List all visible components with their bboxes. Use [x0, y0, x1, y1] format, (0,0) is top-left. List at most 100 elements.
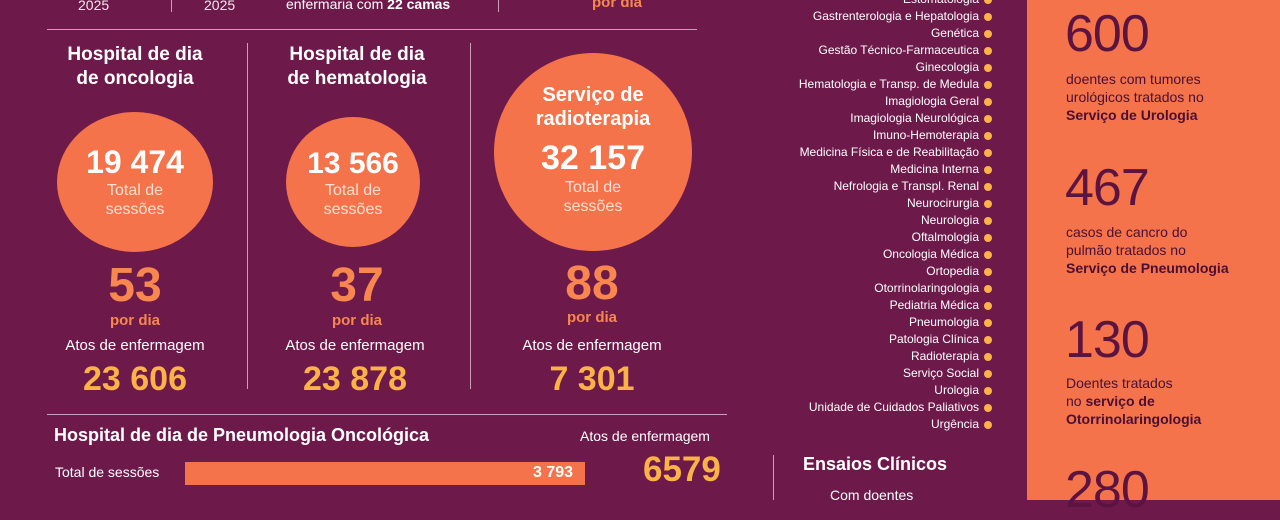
col2-atos-label: Atos de enfermagem	[285, 337, 425, 354]
service-item: Serviço Social	[799, 365, 992, 382]
pneumo-hline	[47, 414, 727, 415]
service-dot-icon	[984, 267, 992, 276]
col1-sessions-value: 19 474	[86, 144, 184, 180]
service-dot-icon	[984, 199, 992, 208]
service-item: Pneumologia	[799, 314, 992, 331]
service-item: Radioterapia	[799, 348, 992, 365]
service-dot-icon	[984, 318, 992, 327]
service-item: Nefrologia e Transpl. Renal	[799, 178, 992, 195]
col2-title-line2: de hematologia	[287, 68, 427, 89]
col1-atos-label: Atos de enfermagem	[65, 337, 205, 354]
stat3-line3: Otorrinolaringologia	[1066, 411, 1202, 427]
stat2-line2: pulmão tratados no	[1066, 242, 1186, 258]
service-label: Neurocirurgia	[906, 196, 979, 210]
col3-title: Serviço de radioterapia	[494, 83, 692, 131]
service-label: Unidade de Cuidados Paliativos	[808, 400, 979, 414]
pneumo-sessions-bar	[185, 462, 585, 485]
service-dot-icon	[984, 63, 992, 72]
service-dot-icon	[984, 131, 992, 140]
col-divider-2	[470, 43, 471, 389]
service-label: Ortopedia	[926, 264, 979, 278]
trials-divider	[773, 455, 774, 500]
trials-sub: Com doentes	[830, 487, 914, 503]
service-label: Otorrinolaringologia	[874, 281, 979, 295]
service-item: Ortopedia	[799, 263, 992, 280]
col-divider-1	[247, 43, 248, 389]
top-divider-2	[498, 0, 499, 12]
service-item: Estomatologia	[799, 0, 992, 8]
service-dot-icon	[984, 250, 992, 259]
stat2-text: casos de cancro do pulmão tratados no Se…	[1066, 223, 1229, 277]
year-right: 2025	[204, 0, 236, 13]
service-dot-icon	[984, 165, 992, 174]
pneumo-title: Hospital de dia de Pneumologia Oncológic…	[54, 425, 430, 445]
col3-sessions-label2: sessões	[563, 198, 623, 215]
stat1-value: 600	[1065, 5, 1150, 63]
col3-title-line1: Serviço de	[542, 84, 644, 106]
stat3-line2-bold: serviço de	[1085, 393, 1155, 409]
service-item: Patologia Clínica	[799, 331, 992, 348]
service-label: Pneumologia	[908, 315, 979, 329]
service-label: Urologia	[934, 383, 979, 397]
service-item: Genética	[799, 25, 992, 42]
service-item: Oncologia Médica	[799, 246, 992, 263]
service-item: Imagiologia Neurológica	[799, 110, 992, 127]
stat2-line1: casos de cancro do	[1066, 224, 1188, 240]
top-hline	[47, 29, 697, 30]
service-item: Imuno-Hemoterapia	[799, 127, 992, 144]
service-dot-icon	[984, 369, 992, 378]
service-dot-icon	[984, 352, 992, 361]
service-dot-icon	[984, 114, 992, 123]
services-list: Estomatologia Gastrenterologia e Hepatolo…	[799, 0, 992, 433]
stat1-line1: doentes com tumores	[1066, 71, 1201, 87]
ward-prefix: enfermaria com	[286, 0, 384, 12]
service-item: Oftalmologia	[799, 229, 992, 246]
service-label: Serviço Social	[902, 366, 979, 380]
service-dot-icon	[984, 182, 992, 191]
service-label: Gestão Técnico-Farmaceutica	[818, 43, 979, 57]
col1-atos-value: 23 606	[83, 360, 187, 398]
service-item: Gestão Técnico-Farmaceutica	[799, 42, 992, 59]
col1-title: Hospital de dia de oncologia	[40, 43, 230, 91]
service-label: Ginecologia	[915, 60, 979, 74]
service-label: Medicina Interna	[890, 162, 979, 176]
service-dot-icon	[984, 0, 992, 4]
col2-sessions-label2: sessões	[323, 201, 383, 218]
service-label: Imuno-Hemoterapia	[872, 128, 979, 142]
service-label: Neurologia	[920, 213, 979, 227]
col3-sessions-value: 32 157	[541, 139, 645, 177]
stat2-line3: Serviço de Pneumologia	[1066, 260, 1229, 276]
service-label: Pediatria Médica	[889, 298, 979, 312]
col1-sessions-label2: sessões	[105, 201, 165, 218]
stat3-text: Doentes tratados no serviço de Otorrinol…	[1066, 374, 1201, 428]
service-label: Estomatologia	[903, 0, 979, 6]
stat1-line3: Serviço de Urologia	[1066, 107, 1198, 123]
service-label: Oncologia Médica	[882, 247, 979, 261]
service-label: Urgência	[930, 417, 979, 431]
service-label: Imagiologia Geral	[884, 94, 979, 108]
col3-sessions-circle: Serviço de radioterapia 32 157 Total de …	[494, 53, 692, 251]
col1-title-line2: de oncologia	[76, 68, 194, 89]
service-dot-icon	[984, 420, 992, 429]
service-item: Neurocirurgia	[799, 195, 992, 212]
stat2-value: 467	[1065, 159, 1150, 217]
top-divider-1	[171, 0, 172, 12]
col2-per-day-value: 37	[330, 259, 384, 312]
col1-sessions-label1: Total de	[106, 182, 164, 199]
col2-title-line1: Hospital de dia	[289, 44, 425, 65]
service-item: Unidade de Cuidados Paliativos	[799, 399, 992, 416]
service-dot-icon	[984, 216, 992, 225]
service-dot-icon	[984, 233, 992, 242]
col3-atos-value: 7 301	[549, 360, 635, 398]
col2-sessions-value: 13 566	[307, 147, 399, 180]
pneumo-sessions-track: 3 793	[185, 462, 585, 485]
service-dot-icon	[984, 97, 992, 106]
service-label: Imagiologia Neurológica	[850, 111, 979, 125]
service-item: Neurologia	[799, 212, 992, 229]
service-item: Otorrinolaringologia	[799, 280, 992, 297]
col2-title: Hospital de dia de hematologia	[262, 43, 452, 91]
col2-sessions-label1: Total de	[324, 182, 382, 199]
pneumo-atos-label: Atos de enfermagem	[580, 428, 710, 444]
service-label: Genética	[930, 26, 979, 40]
trials-title: Ensaios Clínicos	[803, 454, 948, 474]
